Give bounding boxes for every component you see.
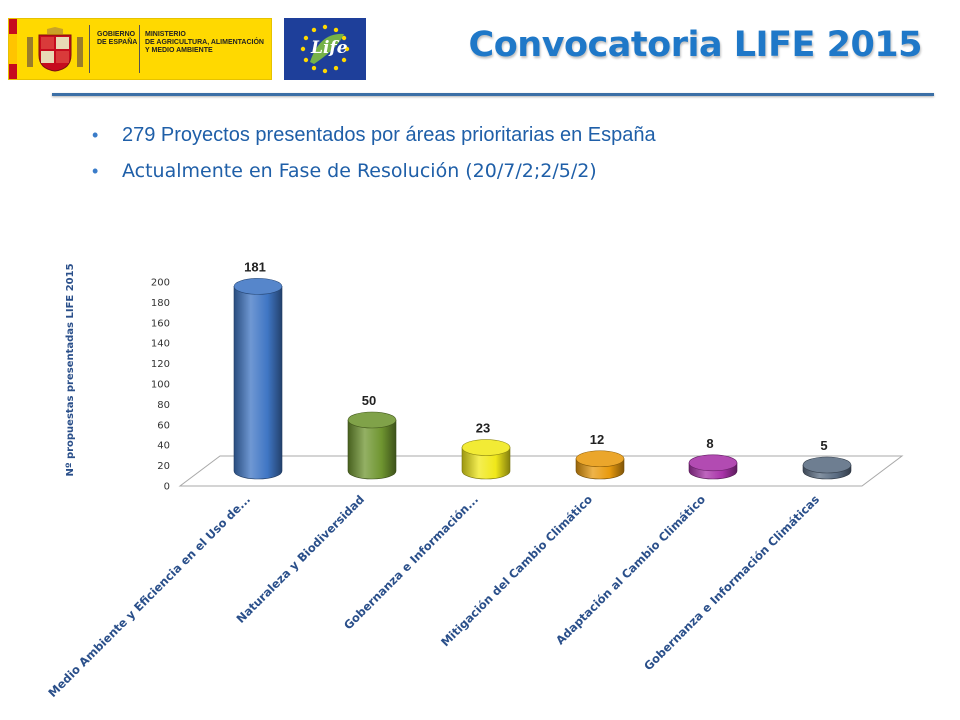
bullet-list: • 279 Proyectos presentados por áreas pr… (92, 121, 656, 193)
spain-flag-strip (9, 19, 17, 79)
coat-of-arms-icon (23, 27, 87, 78)
y-tick-label: 80 (157, 400, 170, 411)
y-tick-label: 20 (157, 461, 170, 472)
data-label: 50 (362, 393, 376, 408)
title-divider (52, 93, 934, 96)
chart-floor (178, 455, 904, 487)
bar-top (575, 450, 625, 468)
bullet-item: • Actualmente en Fase de Resolución (20/… (92, 157, 656, 193)
gov-divider-2 (139, 25, 140, 73)
y-tick-label: 0 (164, 482, 170, 493)
life-logo-text: Life (311, 38, 348, 58)
category-label: Naturaleza y Biodiversidad (234, 492, 368, 626)
bar (347, 411, 397, 480)
bar-body (461, 447, 511, 480)
bar-body (233, 286, 283, 480)
bar-top (233, 278, 283, 295)
y-tick-label: 100 (151, 380, 170, 391)
category-label: Gobernanza e Información Climáticas (641, 492, 822, 673)
y-tick-label: 40 (157, 441, 170, 452)
category-label: Gobernanza e Información... (341, 492, 481, 632)
gov-divider (89, 25, 90, 73)
data-label: 8 (706, 436, 713, 451)
category-label: Medio Ambiente y Eficiencia en el Uso de… (45, 492, 253, 700)
bullet-icon: • (92, 125, 99, 145)
eu-life-logo: Life (284, 18, 366, 80)
data-label: 5 (820, 438, 827, 453)
bullet-text-projects: 279 Proyectos presentados por áreas prio… (122, 124, 656, 146)
bar-top (688, 454, 738, 472)
y-axis-label: Nº propuestas presentadas LIFE 2015 (65, 263, 76, 476)
bullet-item: • 279 Proyectos presentados por áreas pr… (92, 121, 656, 157)
bar (233, 278, 283, 480)
y-tick-label: 60 (157, 420, 170, 431)
y-tick-label: 120 (151, 359, 170, 370)
y-tick-label: 180 (151, 298, 170, 309)
ministerio-text: MINISTERIO DE AGRICULTURA, ALIMENTACIÓN … (145, 31, 264, 54)
bar-top (347, 411, 397, 429)
bar-top (461, 439, 511, 456)
y-tick-label: 140 (151, 339, 170, 350)
bar (575, 450, 625, 480)
data-label: 181 (244, 259, 266, 274)
bar (688, 454, 738, 480)
bar (802, 456, 852, 480)
y-tick-label: 160 (151, 318, 170, 329)
slide-title: Convocatoria LIFE 2015 (468, 25, 923, 65)
bar-body (347, 419, 397, 480)
eu-stars-icon (300, 24, 350, 74)
gobierno-logo: GOBIERNO DE ESPAÑA MINISTERIO DE AGRICUL… (8, 18, 272, 80)
gobierno-text: GOBIERNO DE ESPAÑA (97, 31, 138, 46)
bar-top (802, 456, 852, 474)
data-label: 23 (476, 421, 490, 436)
data-label: 12 (590, 432, 604, 447)
y-tick-label: 200 (151, 278, 170, 289)
bar (461, 439, 511, 480)
bullet-text-status: Actualmente en Fase de Resolución (20/7/… (122, 160, 597, 182)
bullet-icon: • (92, 161, 99, 181)
